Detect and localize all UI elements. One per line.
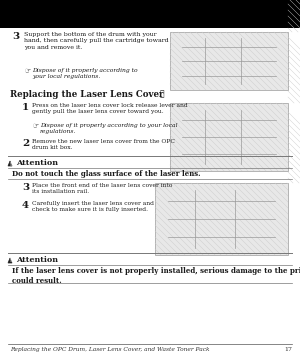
Text: Press on the laser lens cover lock release lever and
gently pull the laser lens : Press on the laser lens cover lock relea… [32, 103, 188, 114]
Text: 2: 2 [22, 139, 29, 148]
Text: Remove the new laser lens cover from the OPC
drum kit box.: Remove the new laser lens cover from the… [32, 139, 175, 150]
Text: Replacing the OPC Drum, Laser Lens Cover, and Waste Toner Pack: Replacing the OPC Drum, Laser Lens Cover… [10, 347, 209, 352]
Text: Place the front end of the laser lens cover into
its installation rail.: Place the front end of the laser lens co… [32, 183, 172, 194]
Text: If the laser lens cover is not properly installed, serious damage to the printer: If the laser lens cover is not properly … [12, 267, 300, 285]
Text: Support the bottom of the drum with your
hand, then carefully pull the cartridge: Support the bottom of the drum with your… [24, 32, 169, 50]
Text: Attention: Attention [16, 159, 58, 167]
Polygon shape [8, 161, 12, 166]
Text: !: ! [9, 258, 11, 264]
Text: 17: 17 [284, 347, 292, 352]
Text: 3: 3 [12, 32, 19, 41]
FancyBboxPatch shape [170, 32, 288, 90]
FancyBboxPatch shape [155, 183, 288, 255]
Text: Attention: Attention [16, 256, 58, 264]
Text: Dispose of it properly according to your local
regulations.: Dispose of it properly according to your… [40, 123, 178, 134]
Text: 4: 4 [22, 201, 29, 210]
Text: Do not touch the glass surface of the laser lens.: Do not touch the glass surface of the la… [12, 170, 201, 178]
Text: ✚: ✚ [160, 90, 165, 98]
Text: !: ! [9, 162, 11, 166]
Text: Dispose of it properly according to
your local regulations.: Dispose of it properly according to your… [32, 68, 138, 79]
FancyBboxPatch shape [0, 28, 300, 364]
Text: ☞: ☞ [24, 68, 30, 74]
Text: ☞: ☞ [32, 123, 38, 129]
Polygon shape [8, 258, 12, 263]
Text: Replacing the Laser Lens Cover: Replacing the Laser Lens Cover [10, 90, 164, 99]
FancyBboxPatch shape [170, 103, 288, 171]
Text: Carefully insert the laser lens cover and
check to make sure it is fully inserte: Carefully insert the laser lens cover an… [32, 201, 154, 213]
Text: 1: 1 [22, 103, 29, 112]
Text: 3: 3 [22, 183, 29, 192]
